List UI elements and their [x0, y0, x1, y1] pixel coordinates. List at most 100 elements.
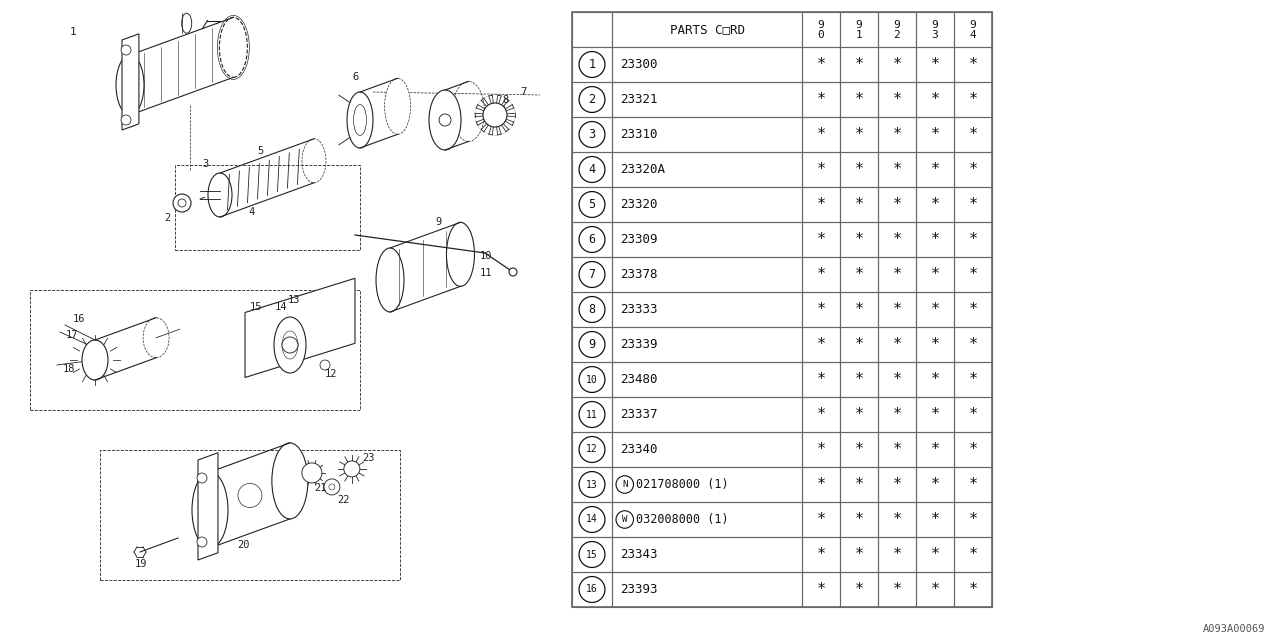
Bar [878, 327, 916, 362]
Bar [916, 502, 954, 537]
Ellipse shape [182, 13, 192, 33]
Bar [612, 292, 803, 327]
Bar [840, 432, 878, 467]
Text: *: * [855, 582, 864, 597]
Bar [803, 82, 840, 117]
Bar [572, 12, 992, 607]
Text: PARTS C□RD: PARTS C□RD [669, 23, 745, 36]
Text: *: * [892, 197, 901, 212]
Bar [803, 572, 840, 607]
Text: *: * [969, 547, 978, 562]
Text: 4: 4 [589, 163, 595, 176]
Text: 4: 4 [970, 29, 977, 40]
Bar [840, 257, 878, 292]
Bar [840, 222, 878, 257]
Bar [572, 432, 612, 467]
Bar [612, 537, 803, 572]
Text: 20: 20 [237, 540, 250, 550]
Text: *: * [931, 372, 940, 387]
Bar [954, 362, 992, 397]
Text: *: * [892, 547, 901, 562]
Circle shape [197, 473, 207, 483]
Bar [803, 152, 840, 187]
Text: *: * [969, 372, 978, 387]
Text: *: * [817, 127, 826, 142]
Text: 6: 6 [352, 72, 358, 82]
Bar [572, 257, 612, 292]
Text: 2: 2 [589, 93, 595, 106]
Bar [612, 362, 803, 397]
Text: 19: 19 [134, 559, 147, 569]
Bar [916, 117, 954, 152]
Bar [878, 117, 916, 152]
Circle shape [324, 479, 340, 495]
Text: *: * [931, 92, 940, 107]
Text: *: * [855, 57, 864, 72]
Text: 1: 1 [855, 29, 863, 40]
Text: *: * [855, 302, 864, 317]
Bar [803, 502, 840, 537]
Text: 23340: 23340 [620, 443, 658, 456]
Text: 23378: 23378 [620, 268, 658, 281]
Bar [840, 397, 878, 432]
Text: *: * [969, 302, 978, 317]
Text: *: * [855, 512, 864, 527]
Circle shape [329, 484, 335, 490]
Text: *: * [817, 92, 826, 107]
Text: N: N [622, 480, 627, 489]
Text: *: * [855, 162, 864, 177]
Text: 23300: 23300 [620, 58, 658, 71]
Bar [954, 467, 992, 502]
Bar [572, 502, 612, 537]
Text: *: * [969, 197, 978, 212]
Bar [840, 537, 878, 572]
Text: *: * [892, 582, 901, 597]
Bar [612, 572, 803, 607]
Text: 23339: 23339 [620, 338, 658, 351]
Bar [954, 327, 992, 362]
Text: 23343: 23343 [620, 548, 658, 561]
Bar [954, 152, 992, 187]
Bar [878, 12, 916, 47]
Bar [878, 397, 916, 432]
Text: *: * [969, 337, 978, 352]
Bar [954, 432, 992, 467]
Text: *: * [817, 337, 826, 352]
Text: 4: 4 [248, 207, 255, 217]
Text: *: * [855, 407, 864, 422]
Text: *: * [892, 57, 901, 72]
Bar [803, 187, 840, 222]
Text: 12: 12 [325, 369, 338, 379]
Bar [803, 117, 840, 152]
Text: 1: 1 [70, 27, 77, 37]
Text: 2: 2 [893, 29, 900, 40]
Bar [803, 397, 840, 432]
Ellipse shape [271, 443, 308, 519]
Text: A093A00069: A093A00069 [1202, 624, 1265, 634]
Text: *: * [817, 57, 826, 72]
Bar [572, 467, 612, 502]
Bar [840, 467, 878, 502]
Text: *: * [892, 442, 901, 457]
Text: *: * [817, 547, 826, 562]
Circle shape [178, 199, 186, 207]
Text: 14: 14 [586, 515, 598, 525]
Text: *: * [817, 477, 826, 492]
Text: 032008000 (1): 032008000 (1) [635, 513, 728, 526]
Text: 23337: 23337 [620, 408, 658, 421]
Text: *: * [931, 162, 940, 177]
Text: *: * [817, 197, 826, 212]
Bar [612, 222, 803, 257]
Bar [840, 502, 878, 537]
Bar [572, 327, 612, 362]
Bar [572, 152, 612, 187]
Text: 23310: 23310 [620, 128, 658, 141]
Text: 16: 16 [586, 584, 598, 595]
Text: 23309: 23309 [620, 233, 658, 246]
Bar [954, 47, 992, 82]
Text: *: * [817, 407, 826, 422]
Text: *: * [892, 267, 901, 282]
Text: *: * [969, 512, 978, 527]
Bar [612, 152, 803, 187]
Text: *: * [892, 512, 901, 527]
